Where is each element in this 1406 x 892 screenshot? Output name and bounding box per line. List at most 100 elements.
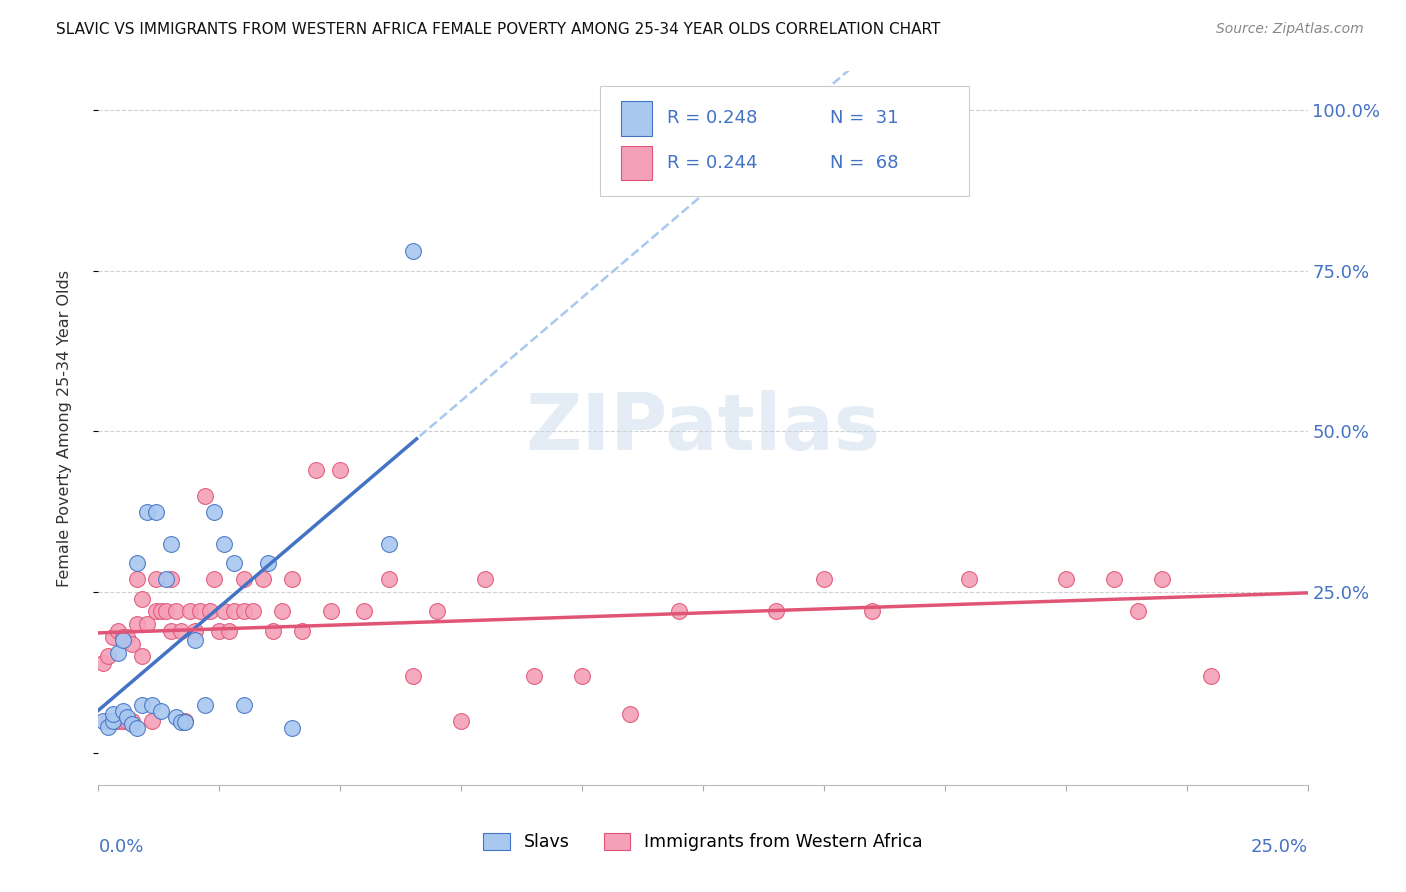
Y-axis label: Female Poverty Among 25-34 Year Olds: Female Poverty Among 25-34 Year Olds [58, 269, 72, 587]
Text: ZIPatlas: ZIPatlas [526, 390, 880, 467]
Point [256, 556, 278, 570]
Point [135, 505, 157, 519]
Point [188, 604, 211, 618]
Point [160, 624, 183, 638]
Text: 25.0%: 25.0% [1250, 838, 1308, 856]
Point [212, 537, 235, 551]
Point [127, 556, 149, 570]
Point [155, 572, 177, 586]
Point [174, 714, 197, 728]
Point [474, 572, 496, 586]
Point [169, 714, 191, 729]
Point [305, 463, 328, 477]
Text: R = 0.244: R = 0.244 [666, 153, 758, 171]
Point [91, 714, 114, 728]
Point [97, 720, 120, 734]
Point [184, 633, 207, 648]
Point [101, 630, 124, 644]
Point [290, 624, 312, 638]
Point [145, 505, 167, 519]
Point [813, 572, 835, 586]
Point [107, 714, 129, 728]
Point [1128, 604, 1150, 618]
Point [194, 489, 217, 503]
Point [204, 572, 226, 586]
Point [101, 714, 124, 728]
Text: Source: ZipAtlas.com: Source: ZipAtlas.com [1216, 22, 1364, 37]
Point [107, 646, 129, 660]
Point [450, 714, 472, 728]
Point [860, 604, 883, 618]
Point [121, 636, 143, 650]
Point [571, 668, 593, 682]
Text: N =  68: N = 68 [830, 153, 898, 171]
Point [281, 572, 304, 586]
FancyBboxPatch shape [600, 86, 969, 196]
Point [121, 714, 143, 728]
Point [212, 604, 235, 618]
Point [765, 604, 787, 618]
Point [101, 707, 124, 722]
Point [402, 668, 425, 682]
Point [155, 604, 177, 618]
Point [619, 707, 641, 722]
Point [145, 604, 167, 618]
Bar [621, 145, 652, 180]
Point [426, 604, 449, 618]
Point [957, 572, 980, 586]
Point [262, 624, 284, 638]
Point [127, 617, 149, 632]
Bar [621, 102, 652, 136]
Point [150, 604, 173, 618]
Point [218, 624, 240, 638]
Point [1054, 572, 1077, 586]
Point [198, 604, 221, 618]
Point [131, 698, 153, 712]
Text: N =  31: N = 31 [830, 110, 898, 128]
Point [127, 722, 149, 736]
Point [117, 630, 139, 644]
Point [91, 656, 114, 670]
Point [252, 572, 274, 586]
Point [111, 704, 134, 718]
Point [150, 704, 173, 718]
Point [668, 604, 690, 618]
Point [145, 572, 167, 586]
Point [242, 604, 264, 618]
Point [271, 604, 294, 618]
Point [319, 604, 342, 618]
Point [131, 649, 153, 664]
Point [111, 633, 134, 648]
Point [117, 714, 139, 728]
Point [232, 572, 254, 586]
Point [97, 714, 120, 728]
Point [232, 698, 254, 712]
Point [329, 463, 352, 477]
Point [121, 717, 143, 731]
Point [377, 537, 399, 551]
Point [194, 698, 217, 712]
Point [1152, 572, 1174, 586]
Point [222, 604, 245, 618]
Text: R = 0.248: R = 0.248 [666, 110, 756, 128]
Point [160, 537, 183, 551]
Point [160, 572, 183, 586]
Point [141, 698, 163, 712]
Point [127, 572, 149, 586]
Point [523, 668, 546, 682]
Point [135, 617, 157, 632]
Point [169, 624, 191, 638]
Point [402, 244, 425, 259]
Point [232, 604, 254, 618]
Point [179, 604, 201, 618]
Point [1102, 572, 1125, 586]
Point [377, 572, 399, 586]
Point [101, 714, 124, 728]
Point [204, 505, 226, 519]
Legend: Slavs, Immigrants from Western Africa: Slavs, Immigrants from Western Africa [477, 826, 929, 858]
Point [281, 722, 304, 736]
Point [1199, 668, 1222, 682]
Point [97, 649, 120, 664]
Point [165, 710, 187, 724]
Point [353, 604, 375, 618]
